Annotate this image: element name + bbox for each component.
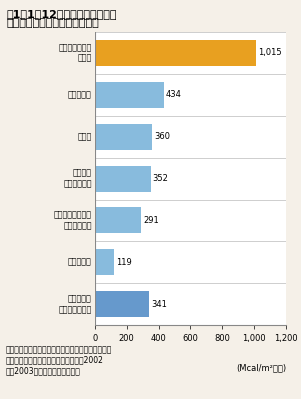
Text: 当たりのエネルギー消費原単位: 当たりのエネルギー消費原単位 [6, 18, 99, 28]
Text: スーパー・専門店
（食品なし）: スーパー・専門店 （食品なし） [54, 211, 92, 230]
Bar [95, 166, 151, 192]
Text: 小売業平均
（母集団平均）: 小売業平均 （母集団平均） [59, 294, 92, 314]
Text: 1,015: 1,015 [258, 48, 282, 57]
Bar [95, 124, 152, 150]
Text: 百貨店: 百貨店 [78, 132, 92, 141]
Text: 360: 360 [154, 132, 170, 141]
Text: 資料：（財）日本エネルギー経済研究所『民生部門
のエネルギー消費実態調査について（2002
年、2003年）』より異境省作成: 資料：（財）日本エネルギー経済研究所『民生部門 のエネルギー消費実態調査について… [6, 345, 112, 375]
Text: 119: 119 [116, 258, 132, 267]
Text: 家電量販店: 家電量販店 [68, 90, 92, 99]
Bar [95, 249, 114, 275]
Text: (Mcal/m²・年): (Mcal/m²・年) [236, 363, 286, 372]
Bar [95, 207, 141, 233]
Text: その他小売: その他小売 [68, 258, 92, 267]
Text: 図1－1－12　小売業の売場面積: 図1－1－12 小売業の売場面積 [6, 9, 116, 19]
Bar [95, 291, 149, 317]
Text: 434: 434 [166, 90, 182, 99]
Bar [95, 82, 164, 108]
Text: 291: 291 [143, 216, 159, 225]
Text: コンビニエンス
ストア: コンビニエンス ストア [59, 43, 92, 63]
Text: 341: 341 [151, 300, 167, 309]
Text: スーパー
（食品あり）: スーパー （食品あり） [63, 169, 92, 188]
Bar [95, 40, 256, 66]
Text: 352: 352 [153, 174, 169, 183]
